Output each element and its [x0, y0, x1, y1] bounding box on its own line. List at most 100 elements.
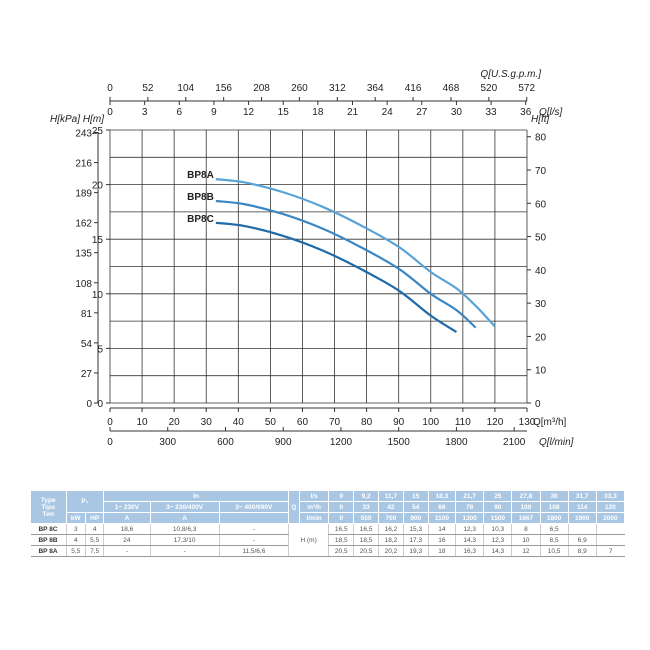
table-row: BP 8A 5,5 7,5- -11,5/6,6 20,5 20,5 20,2 19,3 18 1… [30, 545, 625, 557]
p1-header: P₁ [65, 490, 105, 513]
table-row: BP 8C 3 4 18,6 10,8/6,3- H (m) 16,5 16,5 16,2 15,… [30, 523, 625, 557]
a3-value: - [218, 534, 289, 546]
lmin-value: 700 [378, 512, 404, 524]
ls-tick-label: 6 [177, 107, 183, 118]
ft-tick-label: 70 [535, 166, 547, 177]
lmin-value: 2000 [595, 512, 626, 524]
m3h-value: 90 [483, 501, 513, 513]
ls-tick-label: 24 [382, 107, 394, 118]
head-value: 14,3 [483, 545, 512, 557]
ls-tick-label: 3 [142, 107, 148, 118]
curve-bp8b [215, 199, 477, 329]
ls-value: 25 [483, 490, 513, 502]
v3-header: 3~ 400/690V [218, 501, 289, 513]
x-tick-label: 0 [107, 417, 113, 428]
lmin-value: 1900 [567, 512, 597, 524]
head-value: 18,2 [378, 534, 404, 546]
ls-tick-label: 9 [211, 107, 217, 118]
head-value: 8,5 [539, 534, 569, 546]
head-value: 20,5 [353, 545, 379, 557]
hp-header: HP [85, 512, 105, 524]
lmin-value: 1500 [483, 512, 513, 524]
ls-tick-label: 36 [520, 107, 532, 118]
ls-value: 9,2 [353, 490, 379, 502]
lmin-value: 900 [402, 512, 429, 524]
head-value: 10,3 [483, 523, 512, 535]
x-label-bottom: Q[l/min] [539, 437, 574, 448]
head-value: 14,3 [455, 534, 484, 546]
ft-tick-label: 30 [535, 299, 547, 310]
ls-value: 31,7 [567, 490, 597, 502]
v2-header: 3~ 230/400V [149, 501, 220, 513]
table-row: BP 8B 4 5,5 24 17,3/10-18,5 18,5 18,2 17,3 16 14,… [30, 534, 625, 546]
ft-tick-label: 40 [535, 266, 547, 277]
y-tick-label: 0 [97, 399, 103, 410]
head-value: 16,2 [378, 523, 404, 535]
m3h-value: 33 [353, 501, 379, 513]
ls-value: 15 [402, 490, 429, 502]
y-label-right: H[ft] [531, 114, 550, 125]
head-value: 10 [511, 534, 540, 546]
gpm-tick-label: 104 [177, 83, 194, 94]
a2-header: A [149, 512, 220, 524]
kpa-tick-label: 27 [81, 369, 93, 380]
type-header: Type Tipo Тип [30, 490, 67, 524]
lmin-tick-label: 900 [275, 437, 292, 448]
unit-lmin: l/min [298, 512, 330, 524]
y-label-left: H[kPa] [50, 114, 80, 125]
ls-tick-label: 21 [347, 107, 359, 118]
m3h-value: 108 [539, 501, 569, 513]
a2-value: 17,3/10 [149, 534, 220, 546]
m3h-value: 114 [567, 501, 597, 513]
a3-value: - [218, 523, 289, 535]
head-value: 20,5 [328, 545, 354, 557]
head-value: 18 [427, 545, 456, 557]
head-value [567, 523, 597, 535]
kw-value: 5,5 [65, 545, 86, 557]
lmin-tick-label: 300 [159, 437, 176, 448]
ls-tick-label: 12 [243, 107, 255, 118]
kw-value: 3 [65, 523, 86, 535]
kpa-tick-label: 216 [75, 159, 92, 170]
pump-type: BP 8C [30, 523, 67, 535]
head-value: 16 [427, 534, 456, 546]
y-tick-label: 25 [92, 126, 104, 137]
ft-tick-label: 10 [535, 366, 547, 377]
head-label: H (m) [287, 523, 329, 557]
x-tick-label: 90 [393, 417, 405, 428]
lmin-tick-label: 1800 [445, 437, 468, 448]
gpm-tick-label: 520 [480, 83, 497, 94]
ls-tick-label: 18 [312, 107, 324, 118]
lmin-value: 1667 [511, 512, 541, 524]
pump-type: BP 8B [30, 534, 67, 546]
head-value: 8 [511, 523, 540, 535]
x-label-top2: Q[l/s] [539, 107, 563, 118]
q-header: Q [287, 490, 300, 524]
ls-value: 30 [539, 490, 569, 502]
ls-value: 0 [328, 490, 355, 502]
ls-value: 11,7 [378, 490, 404, 502]
kpa-tick-label: 81 [81, 309, 93, 320]
kpa-tick-label: 0 [86, 399, 92, 410]
ls-value: 21,7 [455, 490, 485, 502]
ls-tick-label: 15 [278, 107, 290, 118]
x-tick-label: 100 [422, 417, 439, 428]
x-label-top: Q[U.S.g.p.m.] [480, 69, 541, 80]
lmin-value: 1800 [539, 512, 569, 524]
y-tick-label: 5 [97, 344, 103, 355]
head-value: 10,5 [539, 545, 569, 557]
gpm-tick-label: 416 [405, 83, 422, 94]
x-tick-label: 40 [233, 417, 245, 428]
head-value: 8,9 [567, 545, 597, 557]
lmin-tick-label: 1200 [330, 437, 353, 448]
m3h-value: 66 [427, 501, 457, 513]
head-value: 14 [427, 523, 456, 535]
curve-bp8a [215, 178, 496, 328]
hp-value: 7,5 [85, 545, 104, 557]
gpm-tick-label: 52 [142, 83, 154, 94]
x-tick-label: 70 [329, 417, 341, 428]
ft-tick-label: 80 [535, 133, 547, 144]
head-value: 7 [595, 545, 625, 557]
gpm-tick-label: 156 [215, 83, 232, 94]
gpm-tick-label: 208 [253, 83, 270, 94]
